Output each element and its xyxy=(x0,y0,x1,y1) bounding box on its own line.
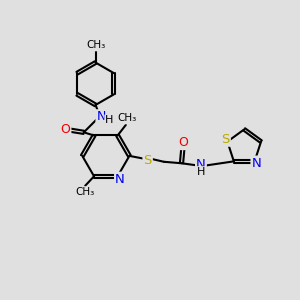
Text: S: S xyxy=(221,133,230,146)
Text: H: H xyxy=(197,167,205,177)
Text: N: N xyxy=(196,158,206,171)
Text: CH₃: CH₃ xyxy=(75,187,94,197)
Text: CH₃: CH₃ xyxy=(118,113,137,123)
Text: N: N xyxy=(115,173,125,186)
Text: S: S xyxy=(143,154,152,166)
Text: N: N xyxy=(96,110,106,123)
Text: O: O xyxy=(61,123,70,136)
Text: H: H xyxy=(105,115,114,125)
Text: N: N xyxy=(251,157,261,169)
Text: O: O xyxy=(178,136,188,149)
Text: CH₃: CH₃ xyxy=(86,40,105,50)
